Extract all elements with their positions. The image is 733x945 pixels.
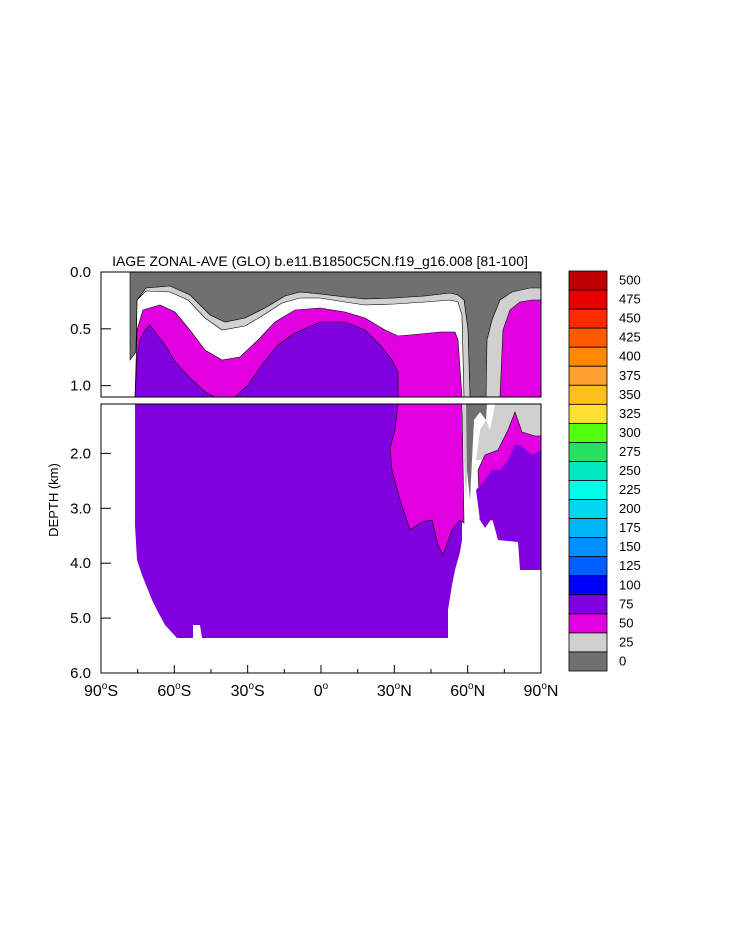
upper-panel-frame: [100, 271, 542, 398]
x-tick-label: 0o: [314, 681, 329, 700]
axis-ticks: [100, 271, 542, 674]
x-tick-label: 60oN: [450, 681, 485, 700]
x-tick-label: 90oN: [524, 681, 559, 700]
colorbar-label: 450: [619, 311, 641, 326]
colorbar-label: 200: [619, 501, 641, 516]
fill-lower-75: [389, 404, 465, 556]
colorbar-swatch: [568, 289, 608, 310]
fill-lower-arctic-purple: [476, 445, 541, 570]
fill-lower-dark-60N: [466, 404, 487, 500]
fill-lower-100: [135, 404, 462, 638]
colorbar-label: 25: [619, 634, 633, 649]
colorbar-swatch: [568, 556, 608, 577]
colorbar-swatch: [568, 575, 608, 596]
y-axis-label: DEPTH (km): [46, 463, 61, 537]
y-tick-label: 0.0: [70, 264, 91, 281]
colorbar-swatch: [568, 308, 608, 329]
x-tick-label: 30oN: [377, 681, 412, 700]
colorbar-label: 400: [619, 349, 641, 364]
y-tick-label: 4.0: [70, 555, 91, 572]
y-tick-label: 3.0: [70, 500, 91, 517]
fill-upper-arctic-magenta: [499, 299, 541, 397]
colorbar-label: 325: [619, 406, 641, 421]
colorbar-swatch: [568, 632, 608, 653]
colorbar-swatch: [568, 422, 608, 443]
colorbar-swatch: [568, 442, 608, 462]
colorbar-swatch: [568, 499, 608, 520]
colorbar-label: 250: [619, 463, 641, 478]
colorbar-label: 0: [619, 653, 626, 668]
colorbar-label: 175: [619, 520, 641, 535]
x-tick-label: 90oS: [84, 681, 118, 700]
colorbar-swatch: [568, 403, 608, 424]
colorbar-label: 300: [619, 425, 641, 440]
colorbar-swatch: [568, 594, 608, 615]
colorbar-label: 500: [619, 273, 641, 288]
colorbar-label: 100: [619, 577, 641, 592]
colorbar-swatch: [568, 651, 608, 672]
colorbar-label: 425: [619, 330, 641, 345]
x-tick-label: 30oS: [231, 681, 265, 700]
chart-title: IAGE ZONAL-AVE (GLO) b.e11.B1850C5CN.f19…: [112, 253, 528, 269]
axis-tick-labels: 90oS 60oS 30oS 0o 30oN 60oN 90oN 0.0 0.5 1.0 2.0 3.…: [70, 264, 558, 700]
colorbar-label: 150: [619, 539, 641, 554]
colorbar-swatch: [568, 537, 608, 558]
y-tick-label: 2.0: [70, 445, 91, 462]
colorbar-swatch: [568, 480, 608, 500]
colorbar-label: 75: [619, 596, 633, 611]
colorbar-label: 225: [619, 482, 641, 497]
colorbar-swatch: [568, 327, 608, 348]
fill-upper-100: [134, 321, 399, 397]
colorbar-label: 475: [619, 292, 641, 307]
colorbar-label: 375: [619, 368, 641, 383]
colorbar-swatch: [568, 518, 608, 539]
y-tick-label: 5.0: [70, 610, 91, 627]
lower-panel-fills: [135, 404, 541, 638]
colorbar-swatch: [568, 365, 608, 386]
colorbar-swatch: [568, 613, 608, 634]
colorbar-label: 125: [619, 558, 641, 573]
x-tick-label: 60oS: [157, 681, 191, 700]
upper-panel-fills: [129, 272, 541, 397]
colorbar-label: 350: [619, 387, 641, 402]
colorbar-swatch: [568, 384, 608, 405]
y-tick-label: 6.0: [70, 665, 91, 682]
colorbar: 5004754504254003753503253002752502252001…: [568, 270, 641, 672]
y-tick-label: 0.5: [70, 321, 91, 338]
colorbar-swatch: [568, 270, 608, 291]
colorbar-swatch: [568, 461, 608, 481]
colorbar-swatch: [568, 346, 608, 367]
y-tick-label: 1.0: [70, 378, 91, 395]
fill-upper-50: [135, 285, 471, 397]
colorbar-label: 50: [619, 615, 633, 630]
colorbar-label: 275: [619, 444, 641, 459]
